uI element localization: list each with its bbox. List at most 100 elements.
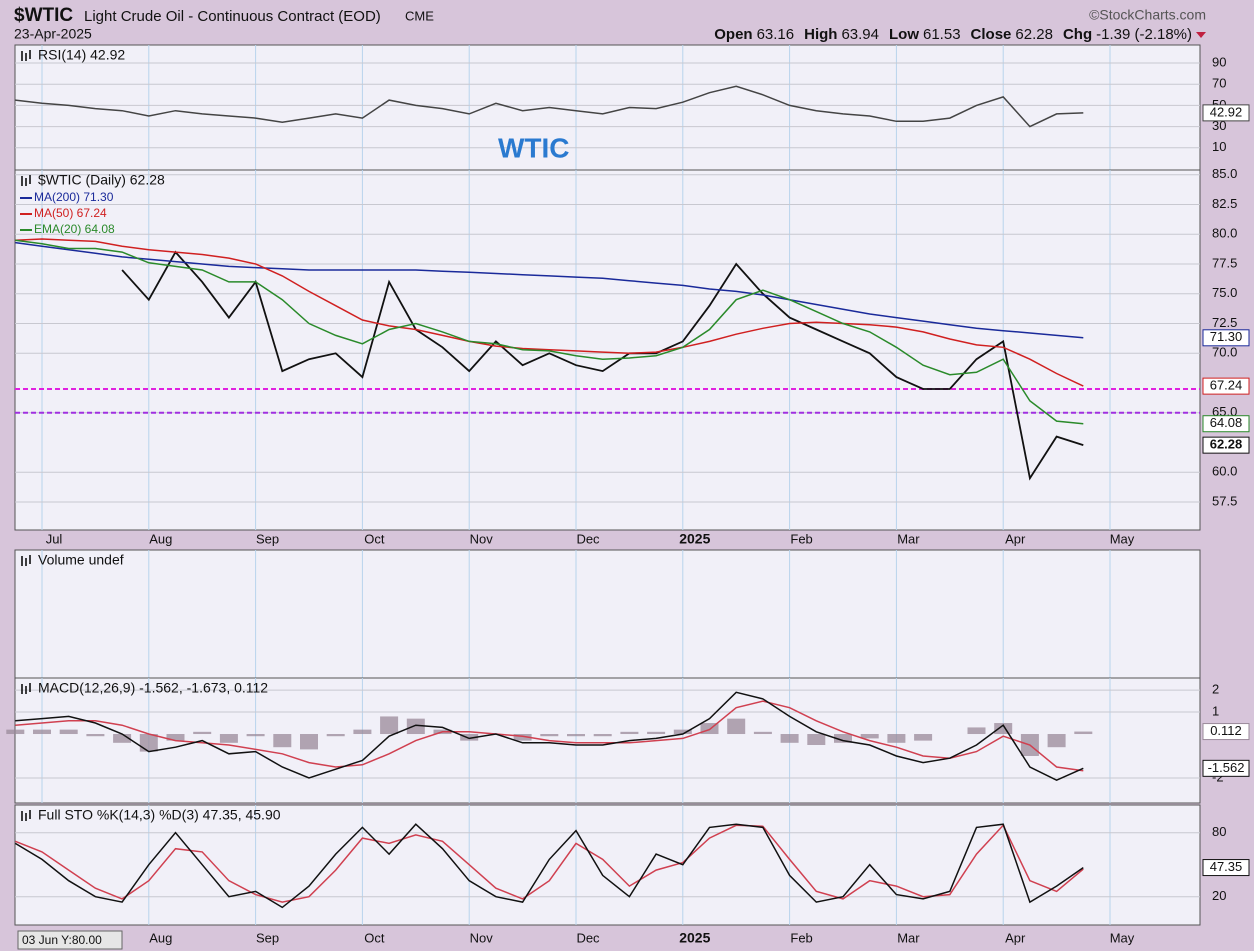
x-tick-label: Aug <box>149 531 172 546</box>
histogram-bar <box>460 734 479 741</box>
value-box <box>1202 759 1250 777</box>
x-tick-label: 2025 <box>679 930 710 946</box>
y-tick-label: 77.5 <box>1212 255 1237 270</box>
histogram-bar <box>219 734 238 743</box>
histogram-bar <box>300 734 318 750</box>
value-box-label: 0.112 <box>1210 723 1242 738</box>
quote-value: 62.28 <box>1015 26 1053 43</box>
histogram-bar <box>593 734 612 737</box>
quote-value: 63.16 <box>757 26 795 43</box>
series-line <box>15 239 1084 425</box>
histogram-bar <box>513 734 532 741</box>
x-tick-label: Dec <box>576 531 600 546</box>
panel <box>14 169 1201 531</box>
quote-label: Low <box>889 26 919 43</box>
histogram-bar <box>246 734 265 737</box>
histogram-bar <box>967 727 986 735</box>
quote-label: High <box>804 26 837 43</box>
panel <box>14 549 1201 679</box>
x-tick-label: May <box>1110 531 1135 546</box>
value-box-label: 42.92 <box>1210 104 1243 119</box>
histogram-bar <box>994 723 1013 735</box>
panel <box>14 44 1201 171</box>
x-tick-label: Apr <box>1005 930 1026 945</box>
histogram-bar <box>33 729 51 735</box>
title-icon <box>21 810 31 821</box>
value-box-label: 67.24 <box>1210 378 1243 393</box>
crosshair-readout: 03 Jun Y:80.00 <box>22 933 102 947</box>
quote-label: Chg <box>1063 26 1092 43</box>
symbol: $WTIC <box>14 5 73 26</box>
histogram-bar <box>59 729 78 735</box>
value-box <box>1202 104 1250 122</box>
quote-value: 63.94 <box>841 26 879 43</box>
y-tick-label: 10 <box>1212 139 1226 154</box>
histogram-bar <box>914 734 933 741</box>
value-box <box>1202 859 1250 877</box>
histogram-bar <box>1074 731 1093 735</box>
y-tick-label: 20 <box>1212 888 1226 903</box>
quote-label: Open <box>714 26 752 43</box>
x-tick-label: Sep <box>256 930 279 945</box>
copyright: ©StockCharts.com <box>1089 7 1206 23</box>
y-tick-label: 80.0 <box>1212 226 1237 241</box>
panel-title: RSI(14) 42.92 <box>38 47 125 63</box>
legend-label: EMA(20) 64.08 <box>34 222 115 236</box>
quote-label: Close <box>971 26 1012 43</box>
x-tick-label: Mar <box>897 531 920 546</box>
y-tick-label: 85.0 <box>1212 166 1237 181</box>
histogram-bar <box>193 731 212 735</box>
annotation: WTIC <box>498 132 570 163</box>
y-tick-label: 57.5 <box>1212 493 1237 508</box>
quote: Open 63.16 High 63.94 Low 61.53 Close 62.28 Chg -… <box>714 26 1192 43</box>
quote-value: 61.53 <box>923 26 961 43</box>
x-tick-label: Jul <box>46 531 63 546</box>
security-name: Light Crude Oil - Continuous Contract (E… <box>84 8 381 25</box>
x-tick-label: Oct <box>364 930 385 945</box>
panel <box>14 677 1201 804</box>
histogram-bar <box>780 734 799 743</box>
histogram-bar <box>727 718 746 735</box>
histogram-bar <box>1047 734 1066 748</box>
x-tick-label: Nov <box>470 531 494 546</box>
legend-label: MA(200) 71.30 <box>34 190 114 204</box>
x-tick-label: Aug <box>149 930 172 945</box>
histogram-bar <box>540 734 559 737</box>
panel-title: MACD(12,26,9) -1.562, -1.673, 0.112 <box>38 680 268 696</box>
series-line <box>15 823 1084 903</box>
histogram-bar <box>166 734 185 741</box>
x-tick-label: Apr <box>1005 531 1026 546</box>
y-tick-label: 60.0 <box>1212 464 1237 479</box>
value-box-label: 62.28 <box>1210 437 1243 452</box>
series-line <box>15 241 1084 339</box>
y-tick-label: 90 <box>1212 54 1226 69</box>
histogram-bar <box>860 734 879 739</box>
y-tick-label: 72.5 <box>1212 315 1237 330</box>
series-line <box>15 85 1084 128</box>
histogram-bar <box>113 734 132 743</box>
x-tick-label: May <box>1110 930 1135 945</box>
value-box-label: -1.562 <box>1208 760 1245 775</box>
value-box <box>1202 415 1250 433</box>
quote-value: -1.39 (-2.18%) <box>1096 26 1192 43</box>
panel-title: Volume undef <box>38 552 124 568</box>
x-tick-label: Feb <box>790 531 812 546</box>
panel-title: $WTIC (Daily) 62.28 <box>38 172 165 188</box>
series-line <box>121 250 1084 481</box>
exchange: CME <box>405 8 434 23</box>
value-box <box>1202 329 1250 347</box>
histogram-bar <box>326 734 345 737</box>
title-icon <box>21 555 31 566</box>
histogram-bar <box>6 729 25 735</box>
title-icon <box>21 50 31 61</box>
y-tick-label: 80 <box>1212 824 1226 839</box>
histogram-bar <box>86 734 105 737</box>
y-tick-label: 75.0 <box>1212 285 1237 300</box>
histogram-bar <box>406 718 425 735</box>
y-tick-label: -2 <box>1212 769 1224 784</box>
y-tick-label: 2 <box>1212 682 1219 697</box>
x-tick-label: Oct <box>364 531 385 546</box>
histogram-bar <box>647 731 666 735</box>
series-line <box>15 238 1084 387</box>
y-tick-label: 82.5 <box>1212 196 1237 211</box>
